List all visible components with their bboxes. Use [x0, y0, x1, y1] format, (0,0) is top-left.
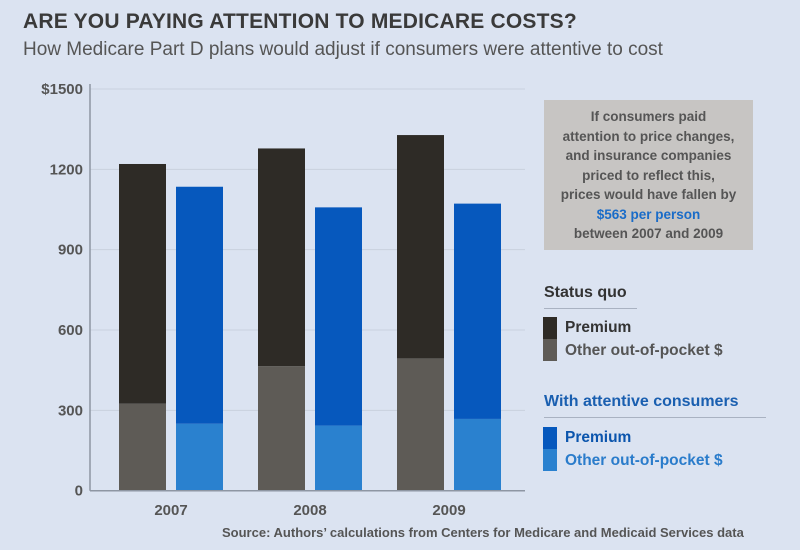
bar-sq-oop-2009 — [397, 358, 444, 491]
y-tick-label: 600 — [58, 322, 83, 339]
x-tick-label: 2009 — [432, 502, 465, 519]
y-tick-label: 300 — [58, 402, 83, 419]
legend-label-sq-premium: Premium — [565, 319, 632, 336]
bar-att-premium-2007 — [176, 186, 223, 424]
callout-line: prices would have fallen by — [560, 187, 737, 202]
bar-sq-premium-2009 — [397, 135, 444, 359]
bar-att-oop-2008 — [315, 425, 362, 491]
x-tick-label: 2008 — [293, 502, 326, 519]
callout-line: attention to price changes, — [562, 128, 735, 144]
annotation-callout: If consumers paid attention to price cha… — [544, 100, 753, 250]
bar-att-premium-2008 — [315, 207, 362, 426]
x-tick-label: 2007 — [154, 502, 187, 519]
legend-heading-status-quo: Status quo — [544, 284, 637, 309]
y-tick-label: 0 — [75, 483, 83, 500]
bar-sq-premium-2008 — [258, 148, 305, 367]
y-tick-label: 900 — [58, 242, 83, 259]
y-tick-label: 1200 — [50, 161, 83, 178]
legend-swatch-sq-premium — [543, 317, 557, 339]
bar-sq-oop-2008 — [258, 366, 305, 491]
legend-swatch-att-oop — [543, 449, 557, 471]
legend-swatch-sq-oop — [543, 339, 557, 361]
callout-highlight: $563 per person — [596, 206, 701, 222]
callout-line: and insurance companies — [565, 148, 732, 163]
callout-line: priced to reflect this, — [582, 167, 715, 183]
legend-label-att-oop: Other out-of-pocket $ — [565, 452, 723, 469]
y-tick-label: $1500 — [41, 81, 83, 98]
bar-sq-premium-2007 — [119, 163, 166, 404]
legend-swatch-att-premium — [543, 427, 557, 449]
legend-label-att-premium: Premium — [565, 429, 632, 446]
bar-sq-oop-2007 — [119, 403, 166, 491]
callout-line: If consumers paid — [590, 109, 707, 124]
callout-line: between 2007 and 2009 — [573, 226, 724, 241]
legend-label-sq-oop: Other out-of-pocket $ — [565, 342, 723, 359]
y-axis-ticks: 0 300 600 900 1200 $1500 — [41, 81, 83, 500]
legend-heading-attentive: With attentive consumers — [544, 393, 766, 418]
chart-title: ARE YOU PAYING ATTENTION TO MEDICARE COS… — [23, 10, 577, 33]
bar-att-oop-2007 — [176, 423, 223, 491]
source-note: Source: Authors’ calculations from Cente… — [222, 525, 744, 540]
bars — [119, 135, 501, 491]
bar-att-premium-2009 — [454, 203, 501, 419]
bar-att-oop-2009 — [454, 418, 501, 491]
x-axis-ticks: 2007 2008 2009 — [154, 502, 465, 519]
chart-subtitle: How Medicare Part D plans would adjust i… — [23, 39, 663, 60]
